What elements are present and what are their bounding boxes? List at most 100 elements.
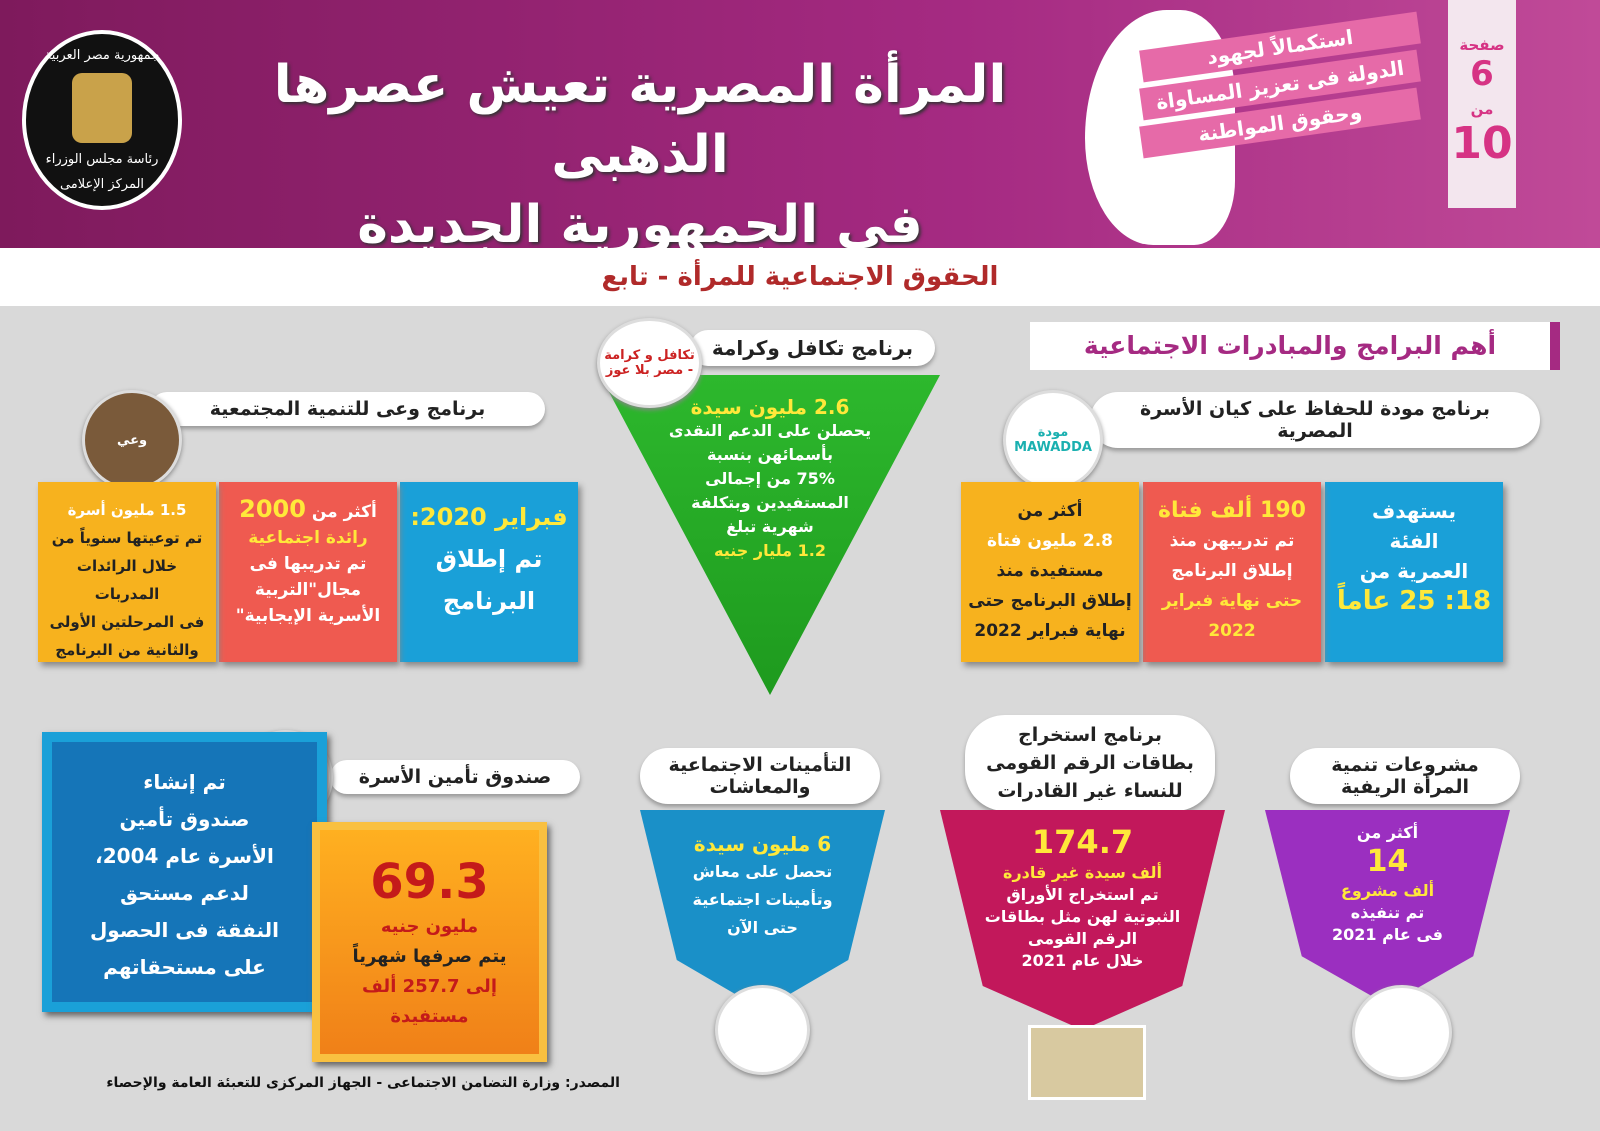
- box-line: تم توعيتها سنوياً من: [51, 529, 203, 547]
- page-total: 10: [1451, 118, 1513, 169]
- box-line: خلال الرائدات المدربات: [76, 557, 178, 603]
- page-label: صفحة: [1459, 36, 1505, 54]
- id-cards-highlight: 174.7: [1031, 823, 1134, 861]
- takaful-line: يحصلن على الدعم النقدى: [668, 421, 872, 440]
- ribbon: استكمالاً لجهود الدولة فى تعزيز المساواة…: [1139, 11, 1421, 159]
- page-of: من: [1470, 100, 1494, 118]
- insurance-line: تحصل على معاش: [692, 862, 833, 881]
- family-fund-line: مليون جنيه: [380, 916, 479, 937]
- takaful-logo: تكافل و كرامة - مصر بلا عوز: [597, 318, 702, 408]
- takaful-title: برنامج تكافل وكرامة: [690, 330, 935, 366]
- nosi-logo: [715, 985, 810, 1075]
- description-line: تم إنشاء: [143, 770, 226, 794]
- mawadda-box-beneficiaries: أكثر من 2.8 مليون فتاة مستفيدة منذ إطلاق…: [961, 482, 1139, 662]
- family-fund-line: يتم صرفها شهرياً: [352, 946, 507, 967]
- rural-highlight: 14: [1366, 844, 1409, 879]
- box-line: والثانية من البرنامج: [55, 641, 199, 659]
- box-highlight: حتى نهاية فبراير 2022: [1161, 591, 1303, 641]
- id-cards-line: خلال عام 2021: [1021, 951, 1144, 970]
- box-line: تم تدريبها فى: [249, 554, 367, 574]
- takaful-line: المستفيدين وبتكلفة: [691, 493, 849, 512]
- box-line: العمرية من: [1359, 559, 1469, 583]
- takaful-highlight: 1.2 مليار جنيه: [714, 541, 826, 560]
- box-line: مستفيدة منذ: [996, 561, 1104, 581]
- rural-line: أكثر من: [1356, 823, 1419, 842]
- source-note: المصدر: وزارة التضامن الاجتماعى - الجهاز…: [106, 1075, 620, 1091]
- family-fund-title: صندوق تأمين الأسرة: [330, 760, 580, 794]
- insurance-line: وتأمينات اجتماعية: [692, 890, 833, 909]
- insurance-text: 6 مليون سيدة تحصل على معاش وتأمينات اجتم…: [670, 830, 855, 942]
- box-line: نهاية فبراير 2022: [974, 621, 1126, 641]
- box-line: أكثر من: [311, 502, 377, 522]
- waai-box-families: 1.5 مليون أسرة تم توعيتها سنوياً من خلال…: [38, 482, 216, 662]
- rural-line: تم تنفيذه: [1350, 903, 1425, 922]
- takaful-text: 2.6 مليون سيدة يحصلن على الدعم النقدى بأ…: [640, 395, 900, 563]
- box-line: البرنامج: [442, 587, 536, 615]
- mawadda-logo: مودة MAWADDA: [1003, 390, 1103, 490]
- title-line-2: فى الجمهورية الجديدة: [357, 195, 923, 255]
- box-line: إطلاق البرنامج حتى: [968, 591, 1132, 611]
- box-highlight: 1.5 مليون أسرة: [67, 501, 187, 519]
- id-cards-title: برنامج استخراج بطاقات الرقم القومى للنسا…: [965, 715, 1215, 811]
- description-line: النفقة فى الحصول: [89, 918, 280, 942]
- waai-title: برنامج وعى للتنمية المجتمعية: [150, 392, 545, 426]
- logo-text-middle: رئاسة مجلس الوزراء: [45, 152, 159, 168]
- eagle-emblem-icon: [72, 72, 132, 143]
- box-highlight: 18: 25 عاماً: [1336, 586, 1492, 616]
- family-fund-line: مستفيدة: [390, 1006, 469, 1027]
- box-highlight: 190 ألف فتاة: [1158, 498, 1306, 523]
- page-current: 6: [1470, 54, 1494, 94]
- takaful-line: 75% من إجمالى: [705, 469, 835, 488]
- box-line: فى المرحلتين الأولى: [49, 613, 205, 631]
- family-fund-stat: 69.3 مليون جنيه يتم صرفها شهرياً إلى 257…: [312, 822, 547, 1062]
- box-line: مجال"التربية: [254, 580, 362, 600]
- insurance-title: التأمينات الاجتماعية والمعاشات: [640, 748, 880, 804]
- box-line: الفئة: [1389, 529, 1439, 553]
- mawadda-box-trained: 190 ألف فتاة تم تدريبهن منذ إطلاق البرنا…: [1143, 482, 1321, 662]
- description-line: لدعم مستحق: [120, 881, 249, 905]
- box-highlight: رائدة اجتماعية: [248, 528, 368, 548]
- box-line: تم إطلاق: [435, 545, 543, 573]
- rural-text: أكثر من 14 ألف مشروع تم تنفيذه فى عام 20…: [1300, 822, 1475, 946]
- box-highlight: فبراير 2020:: [410, 503, 568, 531]
- box-line: يستهدف: [1371, 499, 1456, 523]
- waai-box-leaders: أكثر من 2000 رائدة اجتماعية تم تدريبها ف…: [219, 482, 397, 662]
- mawadda-box-age: يستهدف الفئة العمرية من 18: 25 عاماً: [1325, 482, 1503, 662]
- family-fund-highlight: 69.3: [370, 854, 489, 910]
- box-line: أكثر من: [1017, 501, 1083, 521]
- box-line: الأسرية الإيجابية": [235, 606, 381, 626]
- box-line: إطلاق البرنامج: [1171, 561, 1293, 581]
- description-line: الأسرة عام 2004،: [95, 844, 274, 868]
- rural-highlight: ألف مشروع: [1340, 881, 1435, 900]
- takaful-line: شهرية تبلغ: [726, 517, 814, 536]
- box-highlight: 2.8 مليون فتاة: [986, 531, 1114, 551]
- family-fund-line: إلى 257.7 ألف: [362, 976, 497, 997]
- waai-box-launch: فبراير 2020: تم إطلاق البرنامج: [400, 482, 578, 662]
- page-indicator: صفحة 6 من 10: [1448, 0, 1516, 208]
- id-card-image: [1028, 1025, 1146, 1100]
- box-highlight: 2000: [239, 495, 306, 523]
- family-fund-description: تم إنشاء صندوق تأمين الأسرة عام 2004، لد…: [42, 732, 327, 1012]
- id-cards-line: الثبوتية لهن مثل بطاقات: [984, 907, 1181, 926]
- description-line: صندوق تأمين: [119, 807, 250, 831]
- box-line: تم تدريبهن منذ: [1169, 531, 1295, 551]
- id-cards-text: 174.7 ألف سيدة غير قادرة تم استخراج الأو…: [975, 822, 1190, 972]
- insurance-highlight: 6 مليون سيدة: [693, 832, 832, 856]
- section-title: أهم البرامج والمبادرات الاجتماعية: [1030, 322, 1560, 370]
- description-line: على مستحقاتهم: [103, 955, 266, 979]
- mawadda-title: برنامج مودة للحفاظ على كيان الأسرة المصر…: [1090, 392, 1540, 448]
- logo-text-bottom: المركز الإعلامى: [59, 176, 145, 192]
- insurance-line: حتى الآن: [727, 918, 798, 937]
- id-cards-highlight: ألف سيدة غير قادرة: [1003, 863, 1162, 882]
- media-center-logo: جمهورية مصر العربية رئاسة مجلس الوزراء ا…: [22, 30, 182, 210]
- page-title: المرأة المصرية تعيش عصرها الذهبى فى الجم…: [190, 50, 1090, 260]
- rural-line: فى عام 2021: [1332, 925, 1443, 944]
- takaful-highlight: 2.6 مليون سيدة: [690, 395, 850, 419]
- waai-logo: وعي: [82, 390, 182, 490]
- id-cards-line: الرقم القومى: [1027, 929, 1138, 948]
- rural-fund-logo: [1352, 985, 1452, 1080]
- title-line-1: المرأة المصرية تعيش عصرها الذهبى: [273, 55, 1007, 185]
- rural-title: مشروعات تنمية المرأة الريفية: [1290, 748, 1520, 804]
- takaful-line: بأسمائهن بنسبة: [706, 445, 834, 464]
- id-cards-line: تم استخراج الأوراق: [1006, 885, 1159, 904]
